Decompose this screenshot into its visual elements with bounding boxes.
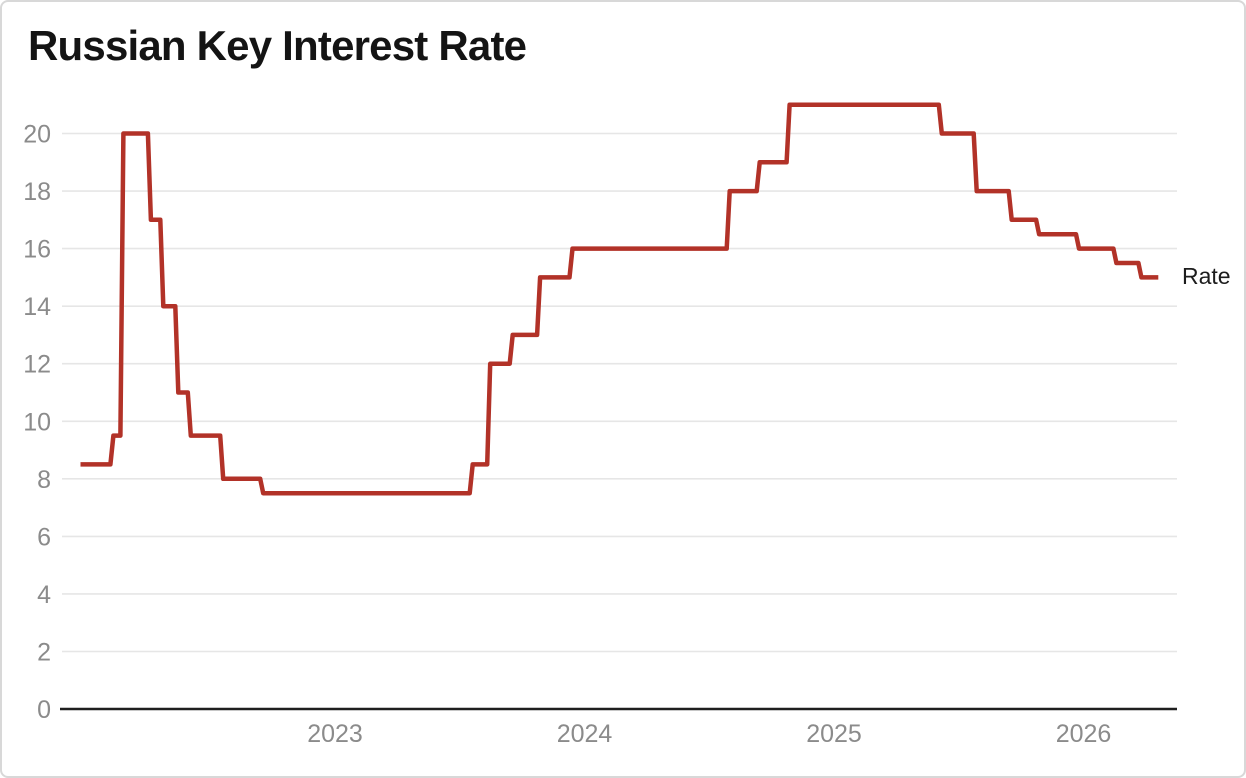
series-line-rate (80, 102, 1159, 496)
y-tick-label-2: 2 (37, 639, 51, 667)
y-tick-label-6: 6 (37, 523, 51, 551)
y-tick-label-12: 12 (23, 351, 51, 379)
chart-title: Russian Key Interest Rate (28, 22, 527, 69)
x-tick-label-2024: 2024 (557, 720, 613, 748)
series-label: Rate (1182, 263, 1231, 290)
x-tick-label-2026: 2026 (1056, 720, 1112, 748)
y-tick-label-14: 14 (23, 293, 51, 321)
x-tick-label-2025: 2025 (806, 720, 862, 748)
x-tick-label-2023: 2023 (307, 720, 363, 748)
y-tick-label-0: 0 (37, 696, 51, 724)
y-tick-label-18: 18 (23, 178, 51, 206)
y-tick-label-16: 16 (23, 236, 51, 264)
y-tick-label-8: 8 (37, 466, 51, 494)
y-tick-label-10: 10 (23, 408, 51, 436)
y-tick-label-4: 4 (37, 581, 51, 609)
y-tick-label-20: 20 (23, 121, 51, 149)
